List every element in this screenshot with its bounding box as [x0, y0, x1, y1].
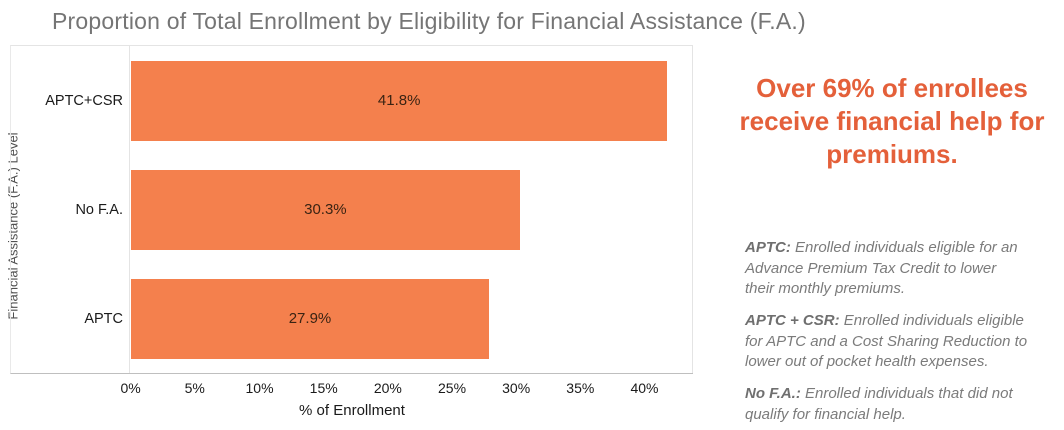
x-tick-label-30: 30% [502, 380, 531, 396]
y-tick-label-aptc-csr: APTC+CSR [45, 92, 123, 109]
definition-term: APTC: [745, 239, 791, 256]
definition-term: APTC + CSR: [745, 312, 840, 330]
worksheet: 41.8% 30.3% 27.9% % of Enrollment APTC+CSR… [10, 45, 693, 419]
x-tick-label-35: 35% [566, 380, 595, 396]
x-tick-label-40: 40% [630, 380, 659, 396]
x-tick-label-25: 25% [437, 380, 467, 396]
bar-value-label: 41.8% [377, 92, 421, 109]
bar-aptc-csr: 41.8% [131, 60, 668, 141]
bar-value-label: 27.9% [288, 310, 332, 327]
callout-text: Over 69% of enrollees receive financial … [739, 73, 1045, 170]
chart-title: Proportion of Total Enrollment by Eligib… [52, 8, 806, 34]
x-tick-label-0: 0% [120, 380, 141, 396]
definition-no-f-a: No F.A.: Enrolled individuals that did n… [745, 384, 1029, 425]
x-axis-title: % of Enrollment [299, 402, 405, 419]
x-tick-label-10: 10% [245, 380, 274, 396]
x-tick-label-5: 5% [184, 380, 205, 396]
definition-aptc-csr: APTC + CSR: Enrolled individuals eligibl… [745, 311, 1029, 373]
definitions-list: APTC: Enrolled individuals eligible for … [745, 238, 1029, 430]
x-tick-label-15: 15% [309, 380, 338, 396]
y-tick-label-no-f-a: No F.A. [75, 201, 123, 218]
x-tick-label-20: 20% [373, 380, 402, 396]
definition-text: Enrolled individuals that did not qualif… [745, 385, 1013, 423]
definition-text: Enrolled individuals eligible for an Adv… [745, 239, 1018, 298]
bar-value-label: 30.3% [304, 201, 347, 218]
bar-no-f-a: 30.3% [131, 169, 520, 250]
definition-aptc: APTC: Enrolled individuals eligible for … [745, 238, 1029, 300]
y-tick-label-aptc: APTC [84, 310, 123, 327]
plot-area: 41.8% 30.3% 27.9% [129, 46, 693, 373]
definition-term: No F.A.: [745, 385, 801, 403]
definition-text: Enrolled individuals eligible for APTC a… [745, 312, 1028, 371]
bar-aptc: 27.9% [131, 278, 489, 359]
